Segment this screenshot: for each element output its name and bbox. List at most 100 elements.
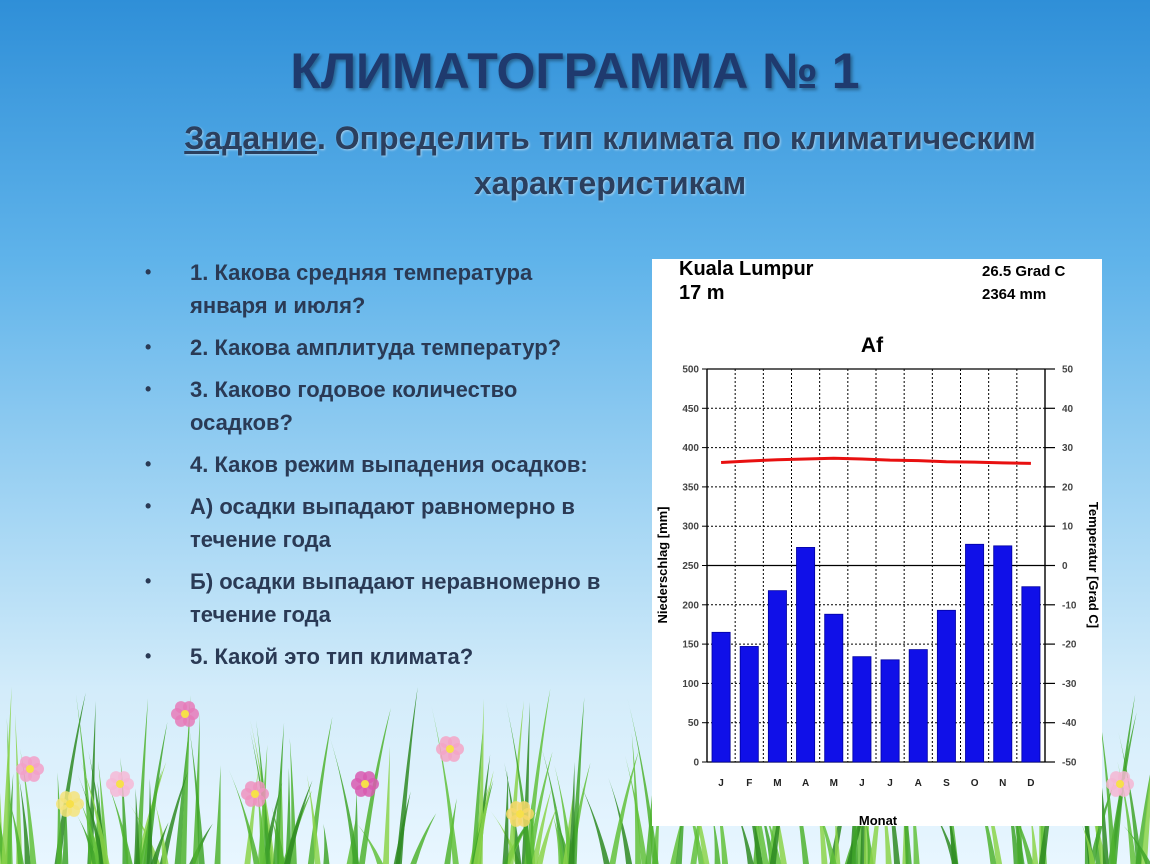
grass-blade (306, 774, 321, 864)
question-text: 4. Каков режим выпадения осадков: (190, 452, 588, 477)
grass-blade (134, 788, 141, 864)
tick-label-month: J (859, 778, 865, 789)
grass-blade (536, 806, 558, 864)
question-item: • 5. Какой это тип климата? (140, 640, 610, 673)
tick-label-left: 0 (693, 758, 699, 769)
grass-blade (77, 794, 103, 864)
grass-blade (679, 748, 710, 864)
grass-blade (1119, 822, 1150, 864)
tick-label-left: 300 (682, 522, 699, 533)
tick-label-month: S (943, 778, 950, 789)
task-statement: Задание. Определить тип климата по клима… (120, 116, 1100, 206)
tick-label-month: N (999, 778, 1006, 789)
grass-blade (54, 692, 86, 864)
tick-label-right: 0 (1062, 561, 1068, 572)
flower-icon (106, 771, 134, 797)
y-axis-right-label: Temperatur [Grad C] (1086, 502, 1101, 628)
tick-label-right: -40 (1062, 718, 1077, 729)
flower-icon (1106, 771, 1134, 797)
grass-blade (578, 779, 610, 864)
tick-label-month: F (746, 778, 752, 789)
grass-blade (431, 706, 459, 864)
flower-icon (56, 791, 84, 817)
precipitation-bar (908, 649, 928, 763)
climate-class: Af (861, 334, 884, 357)
tick-label-left: 500 (682, 365, 699, 376)
station-name: Kuala Lumpur (679, 259, 814, 280)
tick-label-left: 50 (688, 718, 700, 729)
precipitation-bar (711, 631, 731, 763)
tick-label-left: 450 (682, 404, 699, 415)
grass-blade (1141, 777, 1150, 864)
grass-blade (150, 822, 169, 864)
grass-blade (552, 815, 565, 864)
grass-blade (1081, 823, 1096, 864)
bullet: • (145, 454, 152, 474)
tick-label-right: 10 (1062, 522, 1074, 533)
grass-blade (568, 761, 575, 864)
precipitation-bar (880, 659, 900, 763)
question-text: 3. Каково годовое количество осадков? (190, 377, 518, 435)
tick-label-month: J (718, 778, 724, 789)
y-axis-left-label: Niederschlag [mm] (655, 506, 670, 623)
tick-label-month: M (830, 778, 838, 789)
question-item: • 1. Какова средняя температура января и … (140, 256, 610, 322)
grass-blade (502, 771, 509, 864)
grass-blade (75, 694, 95, 864)
grass-blade (174, 725, 190, 864)
tick-label-left: 400 (682, 443, 699, 454)
grass-blade (159, 771, 189, 864)
grass-blade (805, 779, 837, 864)
grass-blade (135, 698, 149, 864)
tick-label-month: J (887, 778, 893, 789)
precipitation-bar (936, 609, 956, 763)
precipitation-bar (1021, 586, 1041, 763)
task-label: Задание (184, 120, 317, 156)
grass-blade (473, 770, 494, 864)
grass-blade (382, 746, 390, 864)
grass-blade (307, 716, 333, 864)
flower-icon (436, 736, 464, 762)
grass-blade (146, 778, 153, 864)
tick-label-right: 40 (1062, 404, 1074, 415)
grass-blade (1002, 786, 1034, 864)
grass-blade (189, 729, 205, 864)
grass-blade (609, 750, 640, 864)
bullet: • (145, 262, 152, 282)
precipitation-bar (965, 543, 985, 763)
flower-icon (506, 801, 534, 827)
question-list: • 1. Какова средняя температура января и … (140, 256, 610, 682)
grass-blade (155, 803, 169, 864)
flower-icon (351, 771, 379, 797)
grass-blade (77, 774, 106, 864)
question-item: • 2. Какова амплитуда температур? (140, 331, 610, 364)
grass-blade (284, 780, 313, 864)
grass-blade (323, 823, 330, 864)
grass-blade (1117, 761, 1137, 864)
grass-blade (736, 725, 769, 864)
annual-precipitation: 2364 mm (982, 286, 1046, 303)
grass-blade (410, 813, 437, 864)
grass-blade (540, 745, 567, 864)
grass-blade (1135, 774, 1150, 864)
bullet: • (145, 337, 152, 357)
tick-label-month: D (1027, 778, 1034, 789)
station-elevation: 17 m (679, 282, 725, 304)
bullet: • (145, 496, 152, 516)
question-item: • А) осадки выпадают равномерно в течение… (140, 490, 610, 556)
question-text: 2. Какова амплитуда температур? (190, 335, 562, 360)
grass-blade (651, 793, 660, 864)
question-item: • Б) осадки выпадают неравномерно в течен… (140, 565, 610, 631)
tick-label-month: O (971, 778, 979, 789)
tick-label-right: -50 (1062, 758, 1077, 769)
tick-label-left: 350 (682, 482, 699, 493)
tick-label-right: -10 (1062, 600, 1077, 611)
tick-label-right: 30 (1062, 443, 1074, 454)
grass-blade (927, 800, 959, 864)
precipitation-bar (796, 547, 816, 763)
grass-blade (471, 728, 483, 864)
precipitation-bar (739, 646, 759, 763)
grass-blade (1118, 731, 1143, 864)
tick-label-left: 250 (682, 561, 699, 572)
grass-blade (62, 788, 69, 864)
